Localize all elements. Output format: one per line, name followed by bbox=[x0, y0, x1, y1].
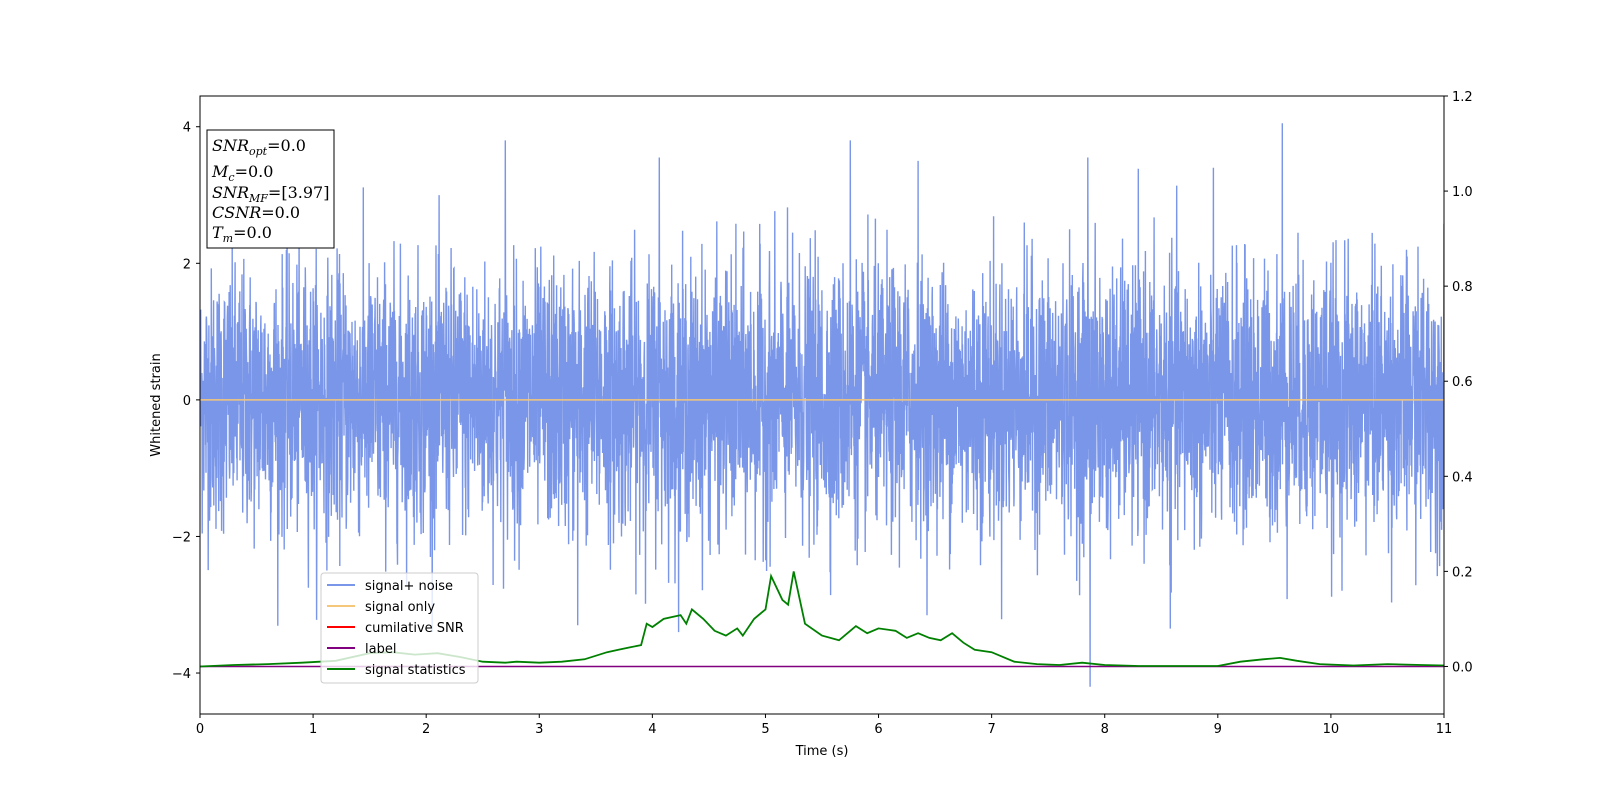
x-tick-label: 6 bbox=[874, 722, 882, 737]
legend-label: cumilative SNR bbox=[365, 621, 464, 636]
y-tick-label: 2 bbox=[183, 257, 191, 272]
x-tick-label: 10 bbox=[1323, 722, 1340, 737]
y-axis-label: Whitened strain bbox=[149, 353, 164, 456]
y2-tick-label: 0.2 bbox=[1452, 565, 1473, 580]
y2-tick-label: 1.0 bbox=[1452, 185, 1473, 200]
info-snr-opt: SNRopt=0.0 bbox=[212, 136, 306, 158]
x-axis-label: Time (s) bbox=[795, 744, 849, 759]
info-chirp-mass: Mc=0.0 bbox=[211, 162, 273, 184]
x-tick-label: 4 bbox=[648, 722, 656, 737]
y2-tick-label: 0.0 bbox=[1452, 660, 1473, 675]
legend-label: signal statistics bbox=[365, 663, 466, 678]
x-tick-label: 1 bbox=[309, 722, 317, 737]
y-tick-label: −4 bbox=[172, 667, 191, 682]
legend-label: signal+ noise bbox=[365, 579, 453, 594]
x-tick-label: 8 bbox=[1101, 722, 1109, 737]
x-tick-label: 7 bbox=[987, 722, 995, 737]
x-tick-label: 2 bbox=[422, 722, 430, 737]
x-tick-label: 0 bbox=[196, 722, 204, 737]
y-tick-label: 4 bbox=[183, 121, 191, 136]
y2-tick-label: 1.2 bbox=[1452, 90, 1473, 105]
axis-ticks: 0 1 2 3 4 5 6 7 8 9 10 11 −4 −2 0 2 4 0.0 0.2 0.4 0.6 0.8 1.0 1… bbox=[172, 90, 1473, 737]
y-tick-label: −2 bbox=[172, 530, 191, 545]
x-tick-label: 3 bbox=[535, 722, 543, 737]
x-tick-label: 5 bbox=[761, 722, 769, 737]
info-box-frame bbox=[206, 129, 335, 249]
y2-tick-label: 0.4 bbox=[1452, 470, 1473, 485]
y2-tick-label: 0.6 bbox=[1452, 375, 1473, 390]
x-tick-label: 9 bbox=[1214, 722, 1222, 737]
info-tm: Tm=0.0 bbox=[212, 223, 272, 245]
series-signal-statistics bbox=[200, 571, 1444, 668]
info-box: SNRopt=0.0 Mc=0.0 SNRMF=[3.97] CSNR=0.0 … bbox=[206, 129, 335, 249]
legend-frame bbox=[320, 572, 479, 684]
legend-label: signal only bbox=[365, 600, 435, 615]
y-tick-label: 0 bbox=[183, 394, 191, 409]
legend: signal+ noise signal only cumilative SNR la… bbox=[320, 572, 479, 684]
axes-frame bbox=[199, 95, 1445, 715]
legend-label: label bbox=[365, 642, 396, 657]
info-snr-mf: SNRMF=[3.97] bbox=[212, 183, 329, 205]
y2-tick-label: 0.8 bbox=[1452, 280, 1473, 295]
series-signal-noise bbox=[200, 123, 1444, 687]
x-tick-label: 11 bbox=[1436, 722, 1453, 737]
info-csnr: CSNR=0.0 bbox=[212, 203, 300, 222]
